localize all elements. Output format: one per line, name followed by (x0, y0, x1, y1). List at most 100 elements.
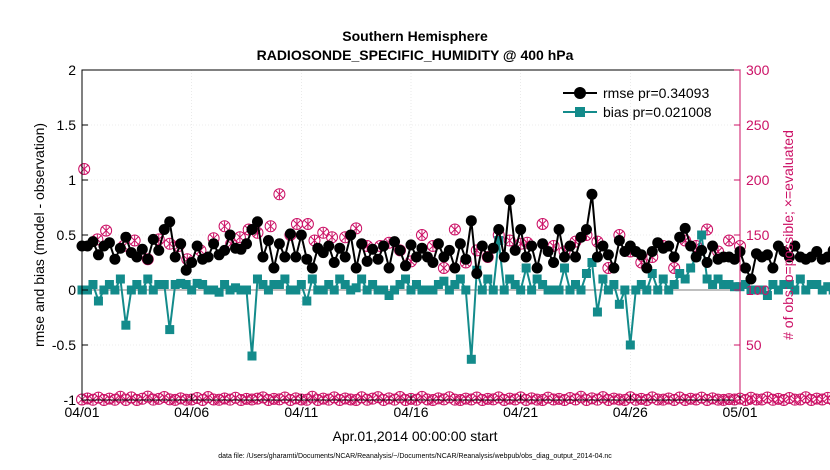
x-tick-label: 05/01 (722, 404, 757, 420)
bias-marker (203, 285, 213, 295)
bias-marker (428, 285, 438, 295)
y-right-tick-label: 150 (746, 227, 770, 243)
obs-evaluated-marker (292, 219, 302, 229)
rmse-marker (537, 238, 549, 250)
rmse-marker (482, 251, 494, 263)
x-axis-label: Apr.01,2014 00:00:00 start (332, 428, 497, 444)
obs-possible-marker (448, 223, 461, 236)
rmse-marker (443, 244, 455, 256)
bias-marker (417, 285, 427, 295)
bias-marker (554, 285, 564, 295)
rmse-marker (334, 242, 346, 254)
rmse-marker (602, 249, 614, 261)
rmse-marker (262, 235, 274, 246)
bias-marker (170, 280, 180, 289)
bias-marker (329, 285, 339, 295)
rmse-marker (663, 240, 675, 252)
bias-marker (422, 285, 432, 295)
rmse-marker (389, 236, 401, 248)
bias-marker (252, 274, 262, 284)
rmse-marker (460, 253, 472, 265)
obs-possible-marker (821, 391, 830, 404)
rmse-marker (509, 244, 521, 256)
chart-subtitle: RADIOSONDE_SPECIFIC_HUMIDITY @ 400 hPa (257, 47, 574, 63)
rmse-marker (367, 243, 379, 255)
rmse-marker (416, 242, 428, 254)
bias-marker (571, 280, 580, 289)
y-tick-label: 2 (68, 62, 76, 78)
rmse-layer (76, 188, 830, 285)
rmse-marker (548, 257, 560, 268)
rmse-marker (219, 244, 231, 256)
bias-marker (565, 285, 575, 295)
obs-evaluated-marker (417, 230, 427, 240)
bias-marker (126, 285, 136, 295)
legend-rmse-marker (574, 87, 586, 99)
bias-marker (231, 283, 241, 293)
rmse-marker (191, 240, 203, 252)
y-right-tick-label: 100 (746, 282, 770, 298)
x-tick-label: 04/26 (613, 404, 648, 420)
bias-marker (724, 280, 734, 289)
x-tick-label: 04/16 (393, 404, 428, 420)
bias-marker (362, 285, 372, 295)
bias-marker (505, 274, 515, 284)
bias-marker (93, 296, 103, 306)
rmse-marker (142, 253, 154, 265)
obs-evaluated-marker (275, 189, 284, 200)
bias-marker (154, 280, 164, 289)
bias-marker (817, 285, 827, 295)
y-right-tick-label: 200 (746, 172, 770, 188)
rmse-marker (208, 238, 220, 250)
bias-marker (192, 278, 202, 288)
rmse-marker (761, 249, 773, 261)
rmse-marker (120, 231, 132, 243)
bias-marker (143, 274, 153, 284)
rmse-marker (361, 255, 373, 267)
bias-marker (115, 274, 125, 284)
rmse-marker (306, 262, 318, 274)
bias-marker (379, 285, 389, 295)
obs-evaluated-marker (450, 224, 460, 235)
rmse-marker (822, 251, 830, 263)
bias-marker (274, 280, 284, 289)
bias-marker (477, 285, 487, 295)
obs-possible-marker (503, 234, 516, 247)
rmse-marker (350, 262, 362, 274)
rmse-marker (641, 262, 653, 274)
rmse-marker (827, 245, 830, 255)
legend-bias-marker (575, 107, 585, 117)
rmse-marker (476, 240, 488, 252)
bias-marker (828, 285, 830, 295)
bias-marker (176, 278, 186, 288)
bias-marker (132, 280, 142, 289)
x-tick-label: 04/11 (284, 404, 318, 420)
bias-marker (647, 269, 657, 278)
bias-marker (757, 285, 767, 295)
rmse-marker (454, 238, 466, 250)
obs-evaluated-marker (130, 235, 139, 246)
rmse-marker (323, 240, 335, 252)
rmse-marker (783, 251, 795, 263)
bias-marker (406, 285, 416, 295)
bias-marker (614, 299, 624, 309)
rmse-marker (498, 251, 510, 263)
rmse-marker (613, 235, 625, 246)
rmse-marker (729, 253, 741, 265)
y-tick-label: 0 (68, 282, 76, 298)
rmse-marker (400, 260, 412, 272)
rmse-marker (597, 240, 609, 252)
rmse-marker (405, 239, 417, 251)
x-tick-label: 04/21 (503, 404, 538, 420)
bias-marker (466, 354, 476, 364)
rmse-marker (542, 246, 554, 257)
bias-marker (99, 285, 109, 295)
bias-marker (263, 285, 273, 295)
bias-marker (801, 285, 811, 295)
rmse-marker (290, 251, 302, 263)
bias-marker (368, 280, 378, 289)
rmse-marker (586, 188, 598, 200)
y-right-tick-label: 300 (746, 62, 770, 78)
obs-evaluated-marker (318, 227, 328, 238)
bias-marker (603, 285, 613, 295)
